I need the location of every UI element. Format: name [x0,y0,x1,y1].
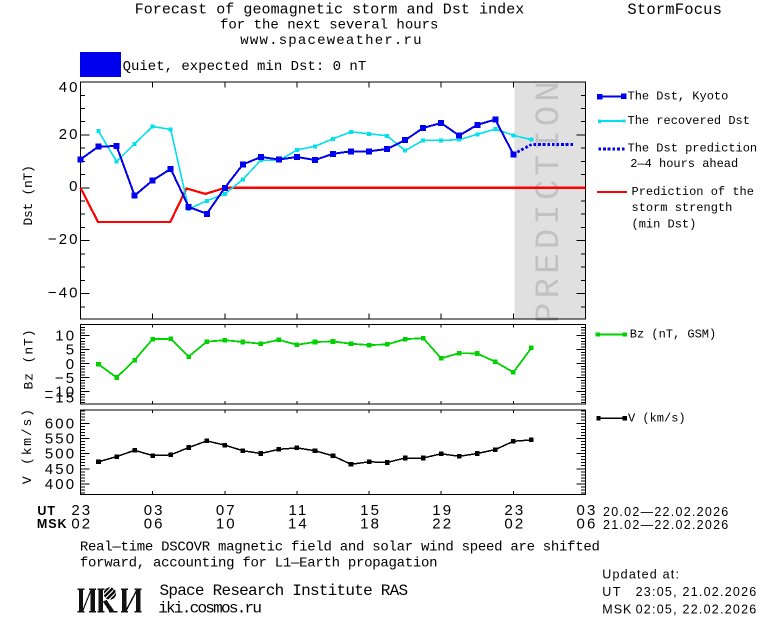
svg-text:23:05, 21.02.2026: 23:05, 21.02.2026 [636,585,758,599]
svg-text:−5: −5 [55,370,76,387]
svg-text:15: 15 [360,502,381,519]
svg-text:Quiet, expected min Dst: 0 nT: Quiet, expected min Dst: 0 nT [123,59,367,75]
svg-text:0: 0 [69,178,79,195]
svg-text:600: 600 [45,415,76,432]
svg-text:40: 40 [59,79,80,96]
svg-text:02: 02 [504,515,525,532]
svg-text:UT: UT [602,585,622,599]
svg-text:21.02—22.02.2026: 21.02—22.02.2026 [603,518,730,532]
svg-text:Dst (nT): Dst (nT) [21,165,36,225]
svg-text:20: 20 [59,126,80,143]
svg-text:www.spaceweather.ru: www.spaceweather.ru [240,33,422,49]
svg-text:03: 03 [144,502,165,519]
svg-text:18: 18 [360,515,381,532]
svg-text:450: 450 [45,461,76,478]
svg-text:Forecast of geomagnetic storm: Forecast of geomagnetic storm and Dst in… [135,1,525,18]
svg-text:MSK: MSK [37,517,67,531]
svg-text:The Dst prediction: The Dst prediction [628,142,758,156]
svg-text:Real—time DSCOVR magnetic fiel: Real—time DSCOVR magnetic field and sola… [80,539,600,555]
svg-text:400: 400 [45,476,76,493]
svg-text:−40: −40 [48,284,80,301]
svg-text:Updated at:: Updated at: [602,567,680,581]
svg-text:V (km/s): V (km/s) [628,412,686,426]
svg-text:14: 14 [288,515,309,532]
svg-text:iki.cosmos.ru: iki.cosmos.ru [158,600,261,618]
svg-text:550: 550 [45,431,76,448]
svg-text:−20: −20 [48,231,80,248]
svg-text:5: 5 [66,342,76,359]
svg-text:06: 06 [577,515,598,532]
svg-text:PREDICTION: PREDICTION [531,77,569,323]
svg-text:20.02—22.02.2026: 20.02—22.02.2026 [603,505,730,519]
svg-text:The recovered Dst: The recovered Dst [628,114,750,128]
svg-text:500: 500 [45,446,76,463]
svg-text:0: 0 [66,356,76,373]
svg-text:07: 07 [216,502,237,519]
svg-text:−10: −10 [44,383,76,400]
svg-text:storm strength: storm strength [632,201,733,215]
svg-text:Prediction of the: Prediction of the [632,185,754,199]
svg-text:23: 23 [504,502,525,519]
svg-text:MSK: MSK [602,603,632,617]
svg-text:03: 03 [577,502,598,519]
svg-text:19: 19 [432,502,453,519]
svg-text:Bz (nT, GSM): Bz (nT, GSM) [630,328,716,342]
svg-text:V (km/s): V (km/s) [20,407,35,484]
svg-text:The Dst, Kyoto: The Dst, Kyoto [628,90,729,104]
svg-text:06: 06 [144,515,165,532]
svg-text:23: 23 [71,502,92,519]
svg-text:UT: UT [37,504,55,518]
svg-text:for the next several hours: for the next several hours [220,17,438,33]
svg-text:02: 02 [71,515,92,532]
svg-text:22: 22 [432,515,453,532]
svg-text:10: 10 [55,328,76,345]
svg-text:2—4 hours ahead: 2—4 hours ahead [630,157,738,171]
svg-text:StormFocus: StormFocus [627,1,722,19]
svg-text:−15: −15 [44,389,76,406]
svg-text:(min Dst): (min Dst) [632,218,697,232]
svg-text:forward, accounting for L1—Ear: forward, accounting for L1—Earth propaga… [80,556,437,572]
svg-text:Bz (nT): Bz (nT) [22,329,37,390]
svg-text:10: 10 [216,515,237,532]
svg-text:02:05, 22.02.2026: 02:05, 22.02.2026 [636,603,758,617]
svg-text:11: 11 [289,502,309,519]
svg-text:Space Research Institute RAS: Space Research Institute RAS [160,582,408,600]
